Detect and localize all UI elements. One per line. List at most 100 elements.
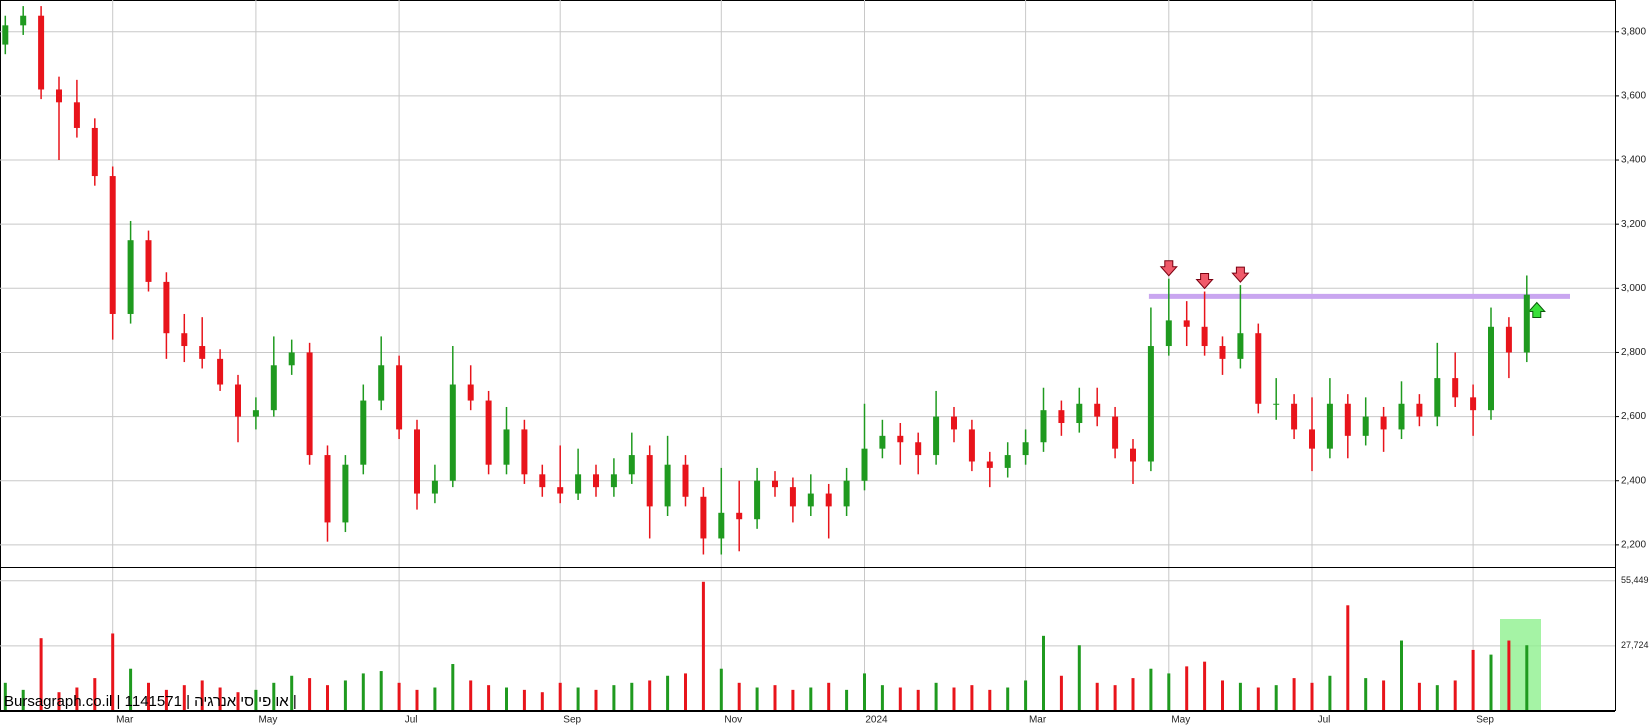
- candle-body: [1362, 416, 1369, 436]
- candle-body: [1398, 403, 1405, 430]
- down-arrow: [1159, 260, 1178, 277]
- candle-body: [1273, 403, 1280, 405]
- volume-bar: [809, 687, 813, 711]
- y-tick-label: 2,600: [1621, 411, 1646, 422]
- volume-bar: [57, 692, 61, 711]
- candle-body: [1523, 294, 1530, 353]
- plot-frame: [0, 0, 1616, 711]
- candle-body: [342, 464, 349, 523]
- x-tick-label: 2024: [865, 715, 888, 726]
- candle-body: [772, 480, 778, 488]
- candle-body: [1130, 448, 1136, 462]
- candle-body: [449, 384, 456, 481]
- volume-bar: [594, 689, 598, 711]
- candle-body: [1344, 403, 1351, 436]
- candle-body: [575, 474, 582, 494]
- volume-bar: [3, 682, 7, 711]
- volume-bar: [218, 687, 222, 711]
- volume-bar: [379, 671, 383, 711]
- candle-body: [109, 176, 116, 314]
- volume-bar: [1149, 668, 1153, 711]
- candle-body: [163, 281, 170, 334]
- candle-body: [861, 448, 868, 481]
- candle-body: [951, 416, 957, 430]
- candle-body: [879, 435, 886, 449]
- candle-body: [1380, 416, 1387, 430]
- volume-bar: [988, 689, 992, 711]
- candle-body: [682, 464, 689, 497]
- volume-bar: [93, 678, 97, 711]
- candle-body: [646, 455, 653, 507]
- volume-bar: [272, 682, 276, 711]
- candle-body: [825, 493, 832, 507]
- volume-bar: [1310, 682, 1314, 711]
- volume-bar: [1364, 678, 1368, 711]
- volume-bar: [1167, 673, 1171, 711]
- volume-highlight: [1500, 619, 1541, 711]
- candle-body: [897, 435, 904, 443]
- volume-bar: [1274, 685, 1278, 711]
- volume-bar: [1471, 649, 1475, 711]
- candle-body: [252, 410, 259, 417]
- volume-bar: [505, 687, 508, 711]
- volume-bar: [719, 668, 723, 711]
- volume-bar: [880, 685, 884, 711]
- candle-body: [1004, 455, 1011, 468]
- candle-body: [288, 352, 295, 366]
- candle-body: [306, 352, 313, 456]
- volume-bar: [1417, 682, 1421, 711]
- candle-body: [807, 493, 814, 507]
- candle-body: [1237, 333, 1244, 359]
- candle-body: [431, 480, 438, 494]
- y-tick-label: 2,200: [1621, 540, 1646, 551]
- volume-bar: [1292, 678, 1296, 711]
- y-tick-label: 55,449: [1621, 575, 1649, 585]
- volume-bar: [916, 689, 920, 711]
- candle-body: [414, 429, 420, 494]
- marks: [2, 6, 1530, 711]
- candle-body: [127, 240, 134, 314]
- candle-body: [1219, 346, 1226, 359]
- volume-bar: [469, 680, 473, 711]
- volume-bar: [1453, 680, 1457, 711]
- volume-bar: [451, 664, 455, 711]
- candle-body: [73, 102, 80, 128]
- candle-body: [1470, 397, 1477, 411]
- volume-bar: [755, 687, 759, 711]
- y-tick-label: 2,400: [1621, 475, 1646, 486]
- volume-bar: [845, 689, 849, 711]
- volume-bar: [666, 675, 670, 711]
- volume-bar: [290, 675, 294, 711]
- candle-body: [1147, 346, 1154, 462]
- volume-bar: [898, 687, 902, 711]
- candle-body: [1112, 416, 1119, 449]
- candle-body: [91, 127, 98, 177]
- volume-bar: [701, 581, 705, 711]
- y-tick-label: 27,724: [1621, 640, 1649, 650]
- volume-bar: [1131, 678, 1135, 711]
- volume-bar: [39, 638, 43, 711]
- volume-bar: [1059, 675, 1063, 711]
- candle-body: [360, 400, 367, 465]
- volume-bar: [415, 689, 419, 711]
- volume-bar: [111, 633, 115, 711]
- volume-bar: [522, 689, 526, 711]
- candle-body: [843, 480, 850, 507]
- volume-bar: [1095, 682, 1099, 711]
- candle-body: [1165, 320, 1172, 347]
- candle-body: [324, 455, 331, 523]
- volume-bar: [773, 685, 777, 711]
- volume-bar: [863, 673, 866, 711]
- candle-body: [1434, 378, 1441, 417]
- candle-body: [610, 474, 617, 488]
- volume-bar: [1507, 640, 1511, 711]
- x-tick-label: May: [258, 715, 277, 726]
- volume-bar: [612, 685, 616, 711]
- candle-body: [378, 365, 385, 401]
- candle-body: [20, 15, 27, 26]
- volume-bar: [558, 682, 562, 711]
- x-tick-label: May: [1171, 715, 1190, 726]
- volume-bar: [1077, 645, 1081, 711]
- volume-bar: [1435, 685, 1439, 711]
